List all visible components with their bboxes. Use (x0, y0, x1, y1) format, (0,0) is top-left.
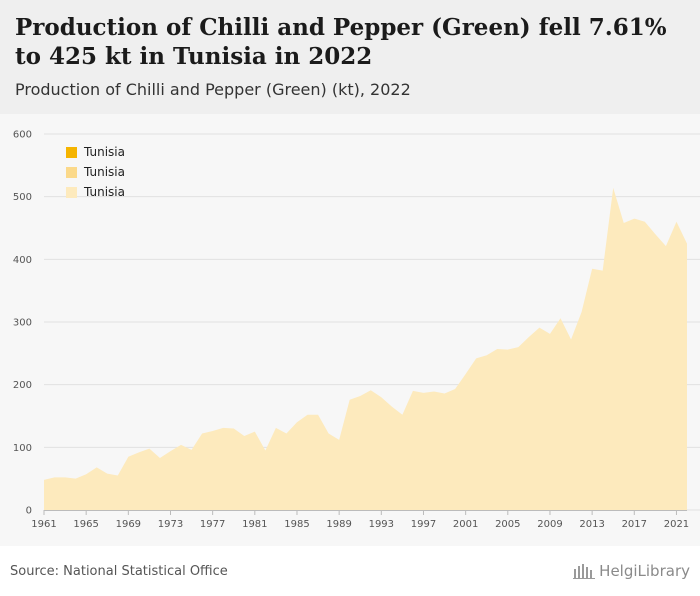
source-note: Source: National Statistical Office (10, 564, 228, 579)
x-tick-label: 2001 (453, 519, 478, 530)
brand-logo[interactable]: HelgiLibrary (573, 562, 690, 580)
x-tick-label: 1973 (158, 519, 183, 530)
x-tick-label: 1977 (200, 519, 225, 530)
legend-item[interactable]: Tunisia (66, 162, 125, 182)
x-tick-label: 1985 (284, 519, 309, 530)
x-tick-label: 2021 (664, 519, 689, 530)
series-layer (44, 187, 687, 510)
legend-swatch (66, 166, 77, 178)
library-icon (573, 564, 596, 579)
header: Production of Chilli and Pepper (Green) … (0, 0, 700, 114)
y-tick-label: 400 (13, 255, 32, 266)
brand-name: HelgiLibrary (599, 562, 690, 580)
y-tick-label: 600 (13, 130, 32, 141)
legend-label: Tunisia (84, 165, 125, 179)
legend-item[interactable]: Tunisia (66, 142, 125, 162)
x-tick-label: 2017 (622, 519, 647, 530)
y-axis-ticks: 0 100 200 300 400 500 600 (13, 130, 32, 517)
y-tick-label: 0 (26, 506, 32, 517)
x-tick-label: 1997 (411, 519, 436, 530)
chart-subtitle: Production of Chilli and Pepper (Green) … (15, 80, 411, 99)
legend: Tunisia Tunisia Tunisia (66, 142, 125, 202)
y-tick-label: 100 (13, 443, 32, 454)
page-title: Production of Chilli and Pepper (Green) … (15, 14, 667, 70)
legend-swatch (66, 146, 77, 158)
x-tick-label: 1989 (326, 519, 351, 530)
legend-label: Tunisia (84, 145, 125, 159)
x-tick-label: 1965 (73, 519, 98, 530)
x-tick-label: 1961 (31, 519, 56, 530)
legend-swatch (66, 186, 77, 198)
legend-label: Tunisia (84, 185, 125, 199)
x-axis: 1961 1965 1969 1973 1977 1981 1985 1989 1993 1997… (31, 510, 689, 530)
x-tick-label: 1969 (116, 519, 141, 530)
x-tick-label: 2009 (537, 519, 562, 530)
x-tick-label: 2005 (495, 519, 520, 530)
y-tick-label: 500 (13, 192, 32, 203)
x-tick-label: 2013 (579, 519, 604, 530)
y-tick-label: 300 (13, 318, 32, 329)
y-tick-label: 200 (13, 380, 32, 391)
x-tick-label: 1993 (369, 519, 394, 530)
x-tick-label: 1981 (242, 519, 267, 530)
legend-item[interactable]: Tunisia (66, 182, 125, 202)
series-area (44, 187, 687, 510)
chart: 0 100 200 300 400 500 600 1961 1965 1969 1973 1977… (13, 130, 700, 530)
